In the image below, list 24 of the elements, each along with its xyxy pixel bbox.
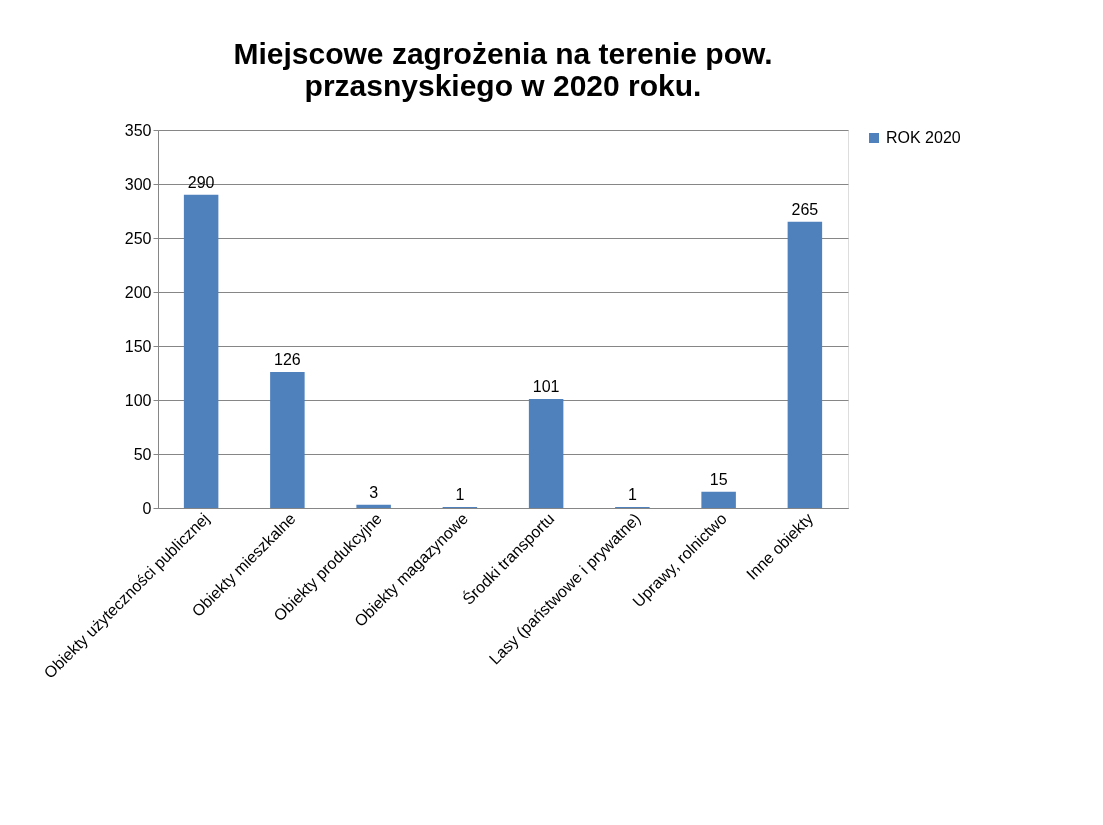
data-label: 265 [791, 200, 819, 218]
bar [356, 504, 391, 508]
bar [270, 371, 305, 508]
y-tick-label: 50 [133, 445, 152, 463]
y-tick-label: 0 [142, 499, 152, 517]
bar [183, 194, 219, 508]
data-label: 290 [187, 173, 215, 191]
data-label: 1 [455, 485, 465, 503]
bar [787, 221, 823, 508]
bar [528, 398, 564, 508]
y-tick-label: 150 [124, 337, 152, 355]
bar [701, 491, 736, 508]
y-tick-label: 200 [124, 283, 152, 301]
legend-label: ROK 2020 [886, 129, 961, 146]
data-label: 3 [369, 483, 379, 501]
y-tick-label: 350 [124, 121, 152, 139]
data-label: 15 [709, 470, 728, 488]
y-tick-label: 250 [124, 229, 152, 247]
data-label: 101 [532, 377, 560, 395]
chart-title: Miejscowe zagrożenia na terenie pow. przasnyskiego w 2020 roku. [233, 37, 773, 102]
data-label: 1 [627, 485, 637, 503]
data-label: 126 [274, 350, 301, 368]
y-tick-label: 100 [124, 391, 152, 409]
y-tick-label: 300 [124, 175, 152, 193]
